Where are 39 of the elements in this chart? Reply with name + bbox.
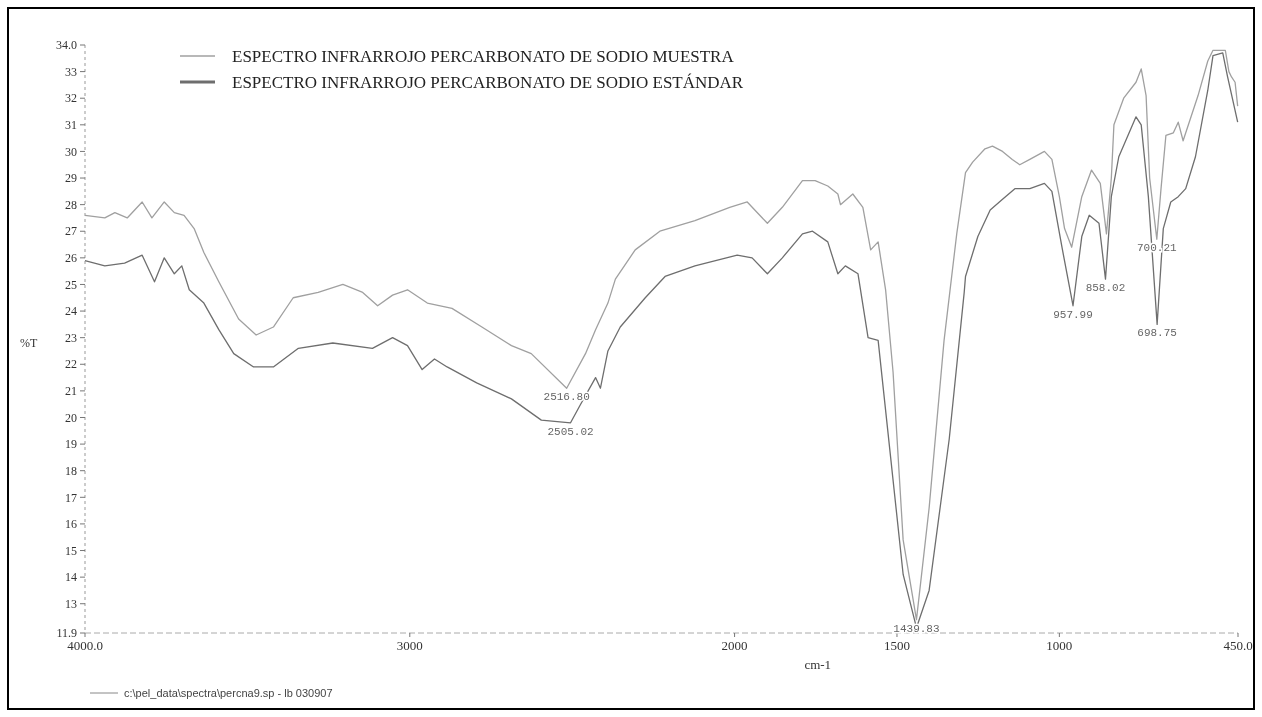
x-tick-label: 1000 — [1046, 638, 1073, 653]
legend-label: ESPECTRO INFRARROJO PERCARBONATO DE SODIO MUESTRA — [232, 46, 735, 66]
y-tick-label: 25 — [65, 277, 77, 292]
x-tick-label: 4000.0 — [67, 638, 103, 653]
y-tick-label: 30 — [65, 144, 77, 159]
y-axis-title: %T — [20, 336, 38, 350]
x-tick-label: 1500 — [883, 638, 910, 653]
y-tick-label: 20 — [65, 410, 77, 425]
y-tick-label: 13 — [65, 596, 77, 611]
annotation: 1439.83 — [893, 622, 940, 635]
y-tick-label: 26 — [65, 251, 77, 266]
y-tick-label: 29 — [65, 171, 77, 186]
y-tick-label: 24 — [65, 304, 77, 319]
y-tick-label: 14 — [65, 570, 77, 585]
y-tick-label: 19 — [65, 437, 77, 452]
y-tick-label: 16 — [65, 517, 77, 532]
y-tick-label: 23 — [65, 330, 77, 345]
y-tick-label: 32 — [65, 91, 77, 106]
annotation: 858.02 — [1085, 282, 1126, 295]
x-tick-label: 3000 — [396, 638, 423, 653]
annotation: 698.75 — [1137, 327, 1177, 340]
y-tick-label: 15 — [65, 543, 77, 558]
text: c:\pel_data\spectra\percna9.sp - lb 030907 — [124, 687, 333, 699]
y-tick-label: 18 — [65, 463, 77, 478]
annotation: 2505.02 — [547, 425, 594, 438]
y-tick-label: 34.0 — [56, 38, 77, 53]
x-axis-title: cm-1 — [804, 657, 832, 672]
legend-label: ESPECTRO INFRARROJO PERCARBONATO DE SODIO ESTÁNDAR — [232, 72, 744, 92]
y-tick-label: 17 — [65, 490, 77, 505]
y-tick-label: 33 — [65, 64, 77, 79]
y-tick-label: 31 — [65, 118, 77, 133]
y-tick-label: 28 — [65, 197, 77, 212]
y-tick-label: 22 — [65, 357, 77, 372]
y-tick-label: 11.9 — [56, 626, 77, 641]
x-tick-label: 2000 — [721, 638, 748, 653]
y-tick-label: 21 — [65, 384, 77, 399]
x-tick-label: 450.0 — [1223, 638, 1253, 653]
y-tick-label: 27 — [65, 224, 77, 239]
annotation: 957.99 — [1053, 308, 1093, 321]
